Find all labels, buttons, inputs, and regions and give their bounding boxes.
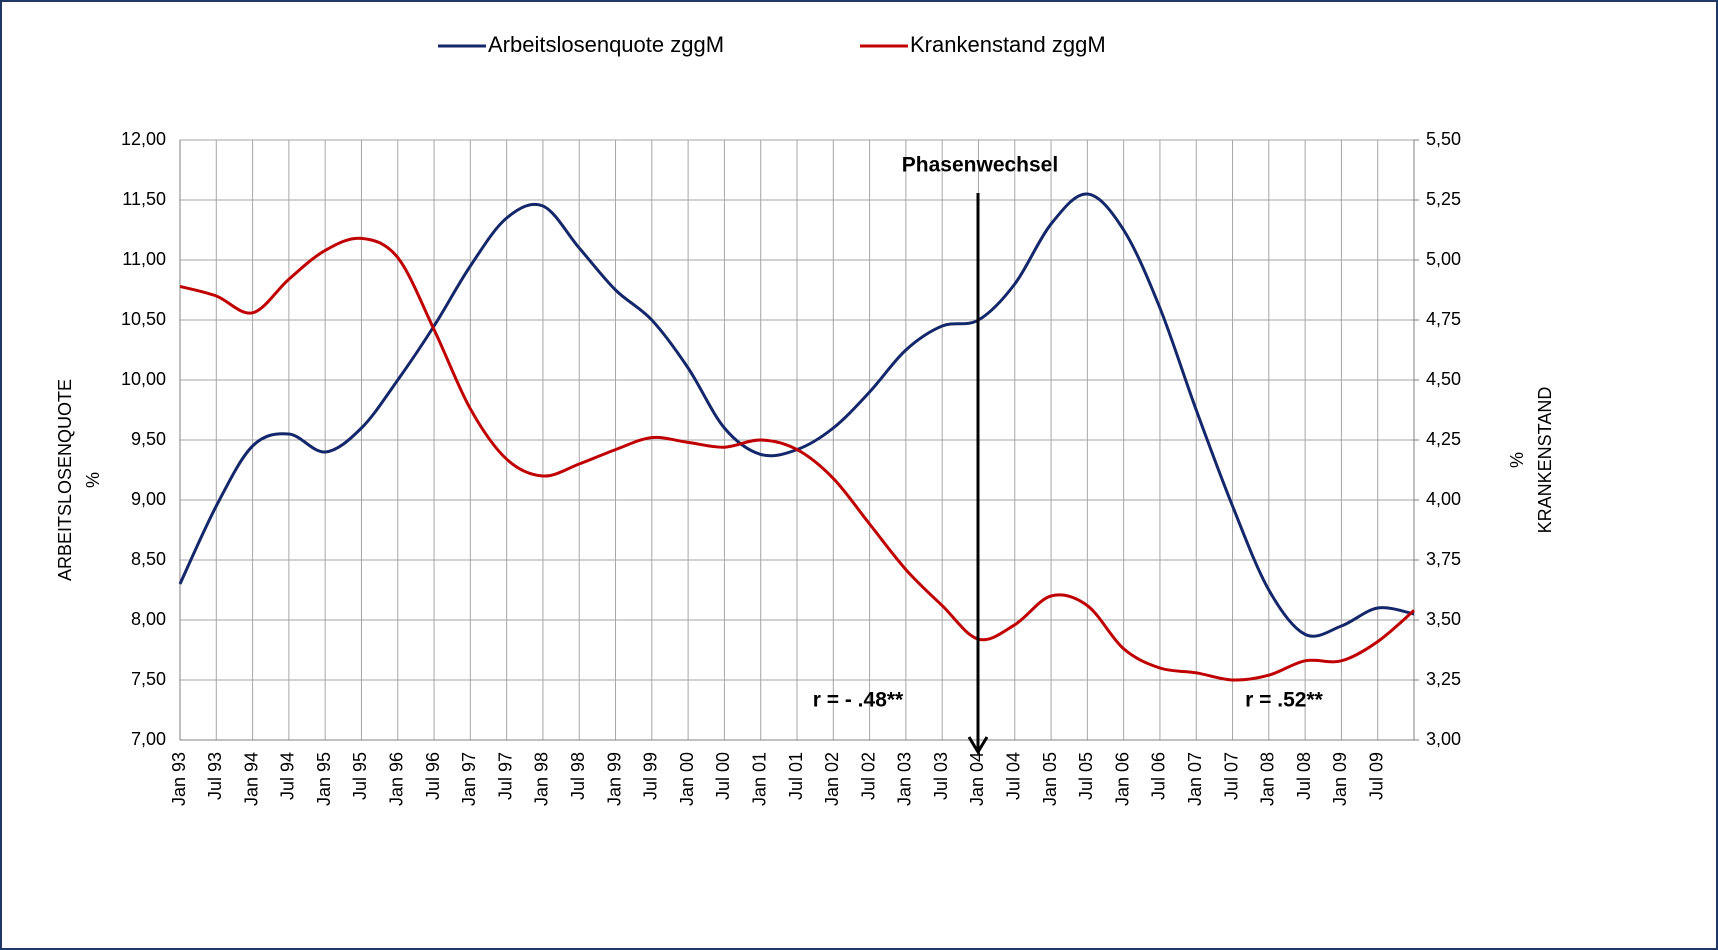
- x-tick-label: Jan 08: [1258, 752, 1278, 806]
- x-tick-label: Jan 96: [387, 752, 407, 806]
- x-tick-label: Jan 95: [314, 752, 334, 806]
- annotation: r = .52**: [1245, 689, 1323, 712]
- x-tick-label: Jul 06: [1149, 752, 1169, 800]
- y-tick-label: 12,00: [121, 129, 166, 149]
- y2-tick-label: 3,25: [1426, 669, 1461, 689]
- y-axis-title: %: [83, 472, 103, 488]
- x-tick-label: Jan 02: [822, 752, 842, 806]
- x-tick-label: Jan 93: [169, 752, 189, 806]
- x-tick-label: Jan 06: [1112, 752, 1132, 806]
- y2-axis-title: KRANKENSTAND: [1535, 387, 1555, 534]
- y-tick-label: 8,50: [131, 549, 166, 569]
- x-tick-label: Jul 98: [568, 752, 588, 800]
- x-tick-label: Jan 94: [241, 752, 261, 806]
- line: [178, 192, 1415, 638]
- y2-tick-label: 4,75: [1426, 309, 1461, 329]
- x-tick-label: Jul 02: [858, 752, 878, 800]
- x-tick-label: Jul 00: [713, 752, 733, 800]
- y2-tick-label: 5,50: [1426, 129, 1461, 149]
- x-tick-label: Jan 09: [1330, 752, 1350, 806]
- legend-label: Krankenstand zggM: [910, 32, 1106, 57]
- x-tick-label: Jan 01: [749, 752, 769, 806]
- x-tick-label: Jul 07: [1221, 752, 1241, 800]
- x-tick-label: Jul 09: [1366, 752, 1386, 800]
- y2-axis-title: %: [1507, 452, 1527, 468]
- legend-label: Arbeitslosenquote zggM: [488, 32, 724, 57]
- annotation: r = - .48**: [813, 689, 904, 712]
- y2-tick-label: 4,00: [1426, 489, 1461, 509]
- y-tick-label: 9,00: [131, 489, 166, 509]
- x-tick-label: Jan 99: [604, 752, 624, 806]
- x-tick-label: Jan 07: [1185, 752, 1205, 806]
- x-tick-label: Jul 04: [1004, 752, 1024, 800]
- x-tick-label: Jan 03: [895, 752, 915, 806]
- x-tick-label: Jul 93: [205, 752, 225, 800]
- x-tick-label: Jul 03: [931, 752, 951, 800]
- y-tick-label: 11,00: [122, 249, 166, 269]
- y-tick-label: 9,50: [131, 429, 166, 449]
- x-tick-label: Jan 98: [532, 752, 552, 806]
- y2-tick-label: 4,50: [1426, 369, 1461, 389]
- y-tick-label: 11,50: [122, 189, 166, 209]
- y2-tick-label: 5,00: [1426, 249, 1461, 269]
- x-tick-label: Jan 00: [677, 752, 697, 806]
- x-tick-label: Jul 05: [1076, 752, 1096, 800]
- y-tick-label: 8,00: [131, 609, 166, 629]
- y2-tick-label: 5,25: [1426, 189, 1461, 209]
- y2-tick-label: 4,25: [1426, 429, 1461, 449]
- x-tick-label: Jul 01: [786, 752, 806, 800]
- x-tick-label: Jul 97: [495, 752, 515, 800]
- arrow-head: [967, 736, 989, 755]
- x-tick-label: Jul 94: [278, 752, 298, 800]
- x-tick-label: Jul 99: [641, 752, 661, 800]
- y-tick-label: 10,00: [121, 369, 166, 389]
- y-tick-label: 10,50: [121, 309, 166, 329]
- x-tick-label: Jan 97: [459, 752, 479, 806]
- x-tick-label: Jul 96: [423, 752, 443, 800]
- line: [179, 236, 1415, 682]
- y2-tick-label: 3,75: [1426, 549, 1461, 569]
- x-tick-label: Jul 08: [1294, 752, 1314, 800]
- y2-tick-label: 3,00: [1426, 729, 1461, 749]
- annotation: Phasenwechsel: [902, 154, 1058, 177]
- x-tick-label: Jan 05: [1040, 752, 1060, 806]
- y-tick-label: 7,00: [131, 729, 166, 749]
- y-tick-label: 7,50: [131, 669, 166, 689]
- y2-tick-label: 3,50: [1426, 609, 1461, 629]
- x-tick-label: Jan 04: [967, 752, 987, 806]
- x-tick-label: Jul 95: [350, 752, 370, 800]
- y-axis-title: ARBEITSLOSENQUOTE: [55, 379, 75, 581]
